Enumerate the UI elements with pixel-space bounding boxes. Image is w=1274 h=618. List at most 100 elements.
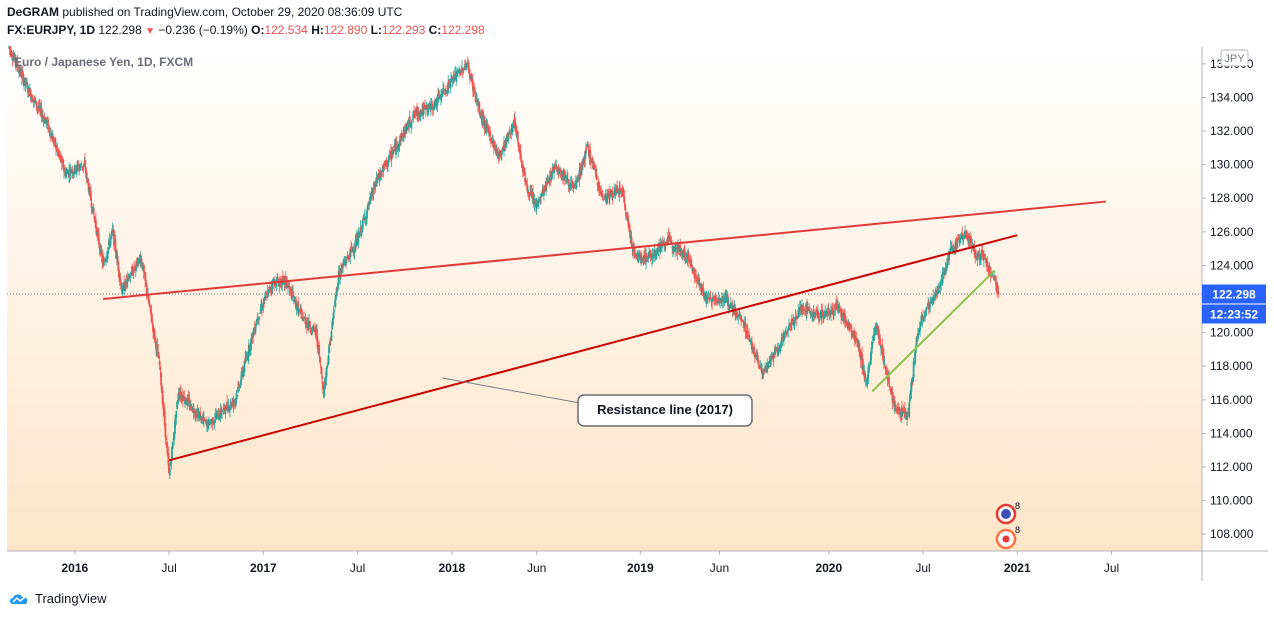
candle-body	[548, 182, 550, 183]
candle-body	[473, 87, 476, 90]
candle-body	[978, 255, 981, 260]
candle-body	[342, 265, 344, 267]
candle-body	[612, 196, 615, 198]
candle-body	[444, 88, 447, 91]
candle-body	[645, 254, 648, 258]
candle-body	[408, 116, 411, 125]
candle-body	[766, 362, 769, 373]
candle-body	[109, 239, 112, 247]
candle-body	[309, 327, 312, 330]
x-tick-label: 2016	[62, 561, 89, 575]
candle-body	[193, 411, 196, 415]
candle-body	[682, 252, 684, 259]
time-axis[interactable]: 2016 Jul 2017 Jul 2018 Jun 2019 Jun 2020 Jul 2021 J…	[62, 551, 1120, 575]
candle-body	[748, 338, 751, 341]
price-chart[interactable]: Resistance line (2017) 108.000 110.000 112…	[0, 0, 1274, 590]
candle-body	[208, 422, 211, 426]
x-tick-label: Jul	[1104, 561, 1119, 575]
y-tick-label: 128.000	[1210, 191, 1254, 205]
candle-body	[711, 298, 714, 302]
candle-body	[645, 253, 648, 263]
candle-body	[39, 105, 41, 110]
candle-body	[780, 342, 782, 348]
last-price-tag	[1202, 284, 1266, 304]
footer-branding[interactable]: TradingView	[8, 591, 107, 606]
candle-body	[159, 367, 162, 371]
candle-body	[363, 216, 366, 220]
candle-body	[961, 233, 964, 237]
candle-body	[814, 311, 817, 313]
candle-body	[418, 114, 421, 116]
candle-body	[302, 318, 305, 322]
candle-body	[623, 196, 626, 204]
candle-body	[848, 325, 851, 329]
candle-body	[806, 305, 808, 312]
candle-body	[380, 171, 383, 176]
candle-body	[786, 330, 789, 332]
resistance-line-2017[interactable]	[168, 234, 1018, 462]
candle-body	[178, 392, 181, 396]
candle-body	[422, 106, 425, 115]
candle-body	[698, 277, 700, 281]
candle-body	[460, 69, 463, 73]
candle-body	[308, 321, 311, 328]
event-badges[interactable]: 8 8	[995, 501, 1020, 550]
candle-body	[152, 324, 155, 333]
candle-body	[661, 242, 664, 244]
candle-body	[952, 250, 955, 251]
candle-body	[919, 321, 922, 331]
candle-body	[266, 290, 269, 298]
candle-body	[727, 296, 729, 307]
economic-event-badge[interactable]: 8	[995, 501, 1020, 525]
candle-body	[374, 182, 377, 187]
candle-body	[247, 354, 250, 360]
candle-body	[889, 388, 892, 390]
candle-body	[979, 260, 982, 263]
upper-channel-line[interactable]	[103, 200, 1106, 300]
candle-body	[216, 413, 218, 420]
candle-body	[656, 252, 658, 255]
candle-body	[366, 210, 368, 219]
candle-body	[817, 312, 820, 319]
candle-body	[114, 239, 117, 252]
candle-body	[508, 134, 510, 136]
candle-body	[508, 132, 511, 134]
candle-body	[709, 295, 711, 297]
candle-body	[259, 309, 262, 311]
candle-body	[316, 329, 318, 342]
candles-layer	[7, 45, 1000, 480]
candle-body	[953, 248, 956, 250]
candle-body	[598, 187, 601, 190]
y-tick-label: 112.000	[1210, 460, 1253, 474]
candle-body	[983, 254, 986, 256]
candle-body	[973, 246, 976, 255]
candle-body	[555, 165, 558, 168]
candle-body	[344, 261, 347, 263]
candle-body	[600, 192, 603, 196]
candle-body	[624, 212, 627, 216]
candle-body	[382, 164, 385, 171]
x-tick-label: 2021	[1004, 561, 1031, 575]
candle-body	[896, 407, 899, 410]
candle-body	[730, 302, 732, 305]
candle-body	[679, 244, 682, 250]
candle-body	[744, 322, 747, 332]
candle-body	[467, 66, 470, 68]
author-name[interactable]: DeGRAM	[7, 5, 60, 19]
candle-body	[47, 118, 49, 130]
candle-body	[63, 170, 65, 172]
support-line-2020[interactable]	[871, 269, 996, 393]
candle-body	[14, 55, 17, 64]
candle-body	[492, 142, 495, 149]
candle-body	[267, 289, 270, 293]
earnings-event-badge[interactable]: 8	[995, 525, 1020, 550]
candle-body	[511, 125, 514, 132]
candle-body	[461, 67, 463, 69]
candle-body	[735, 311, 738, 317]
candle-body	[585, 148, 587, 154]
annotation-box[interactable]	[577, 394, 753, 427]
candle-body	[216, 410, 219, 413]
candle-body	[883, 362, 886, 364]
candle-body	[21, 73, 23, 79]
candle-body	[207, 419, 210, 429]
